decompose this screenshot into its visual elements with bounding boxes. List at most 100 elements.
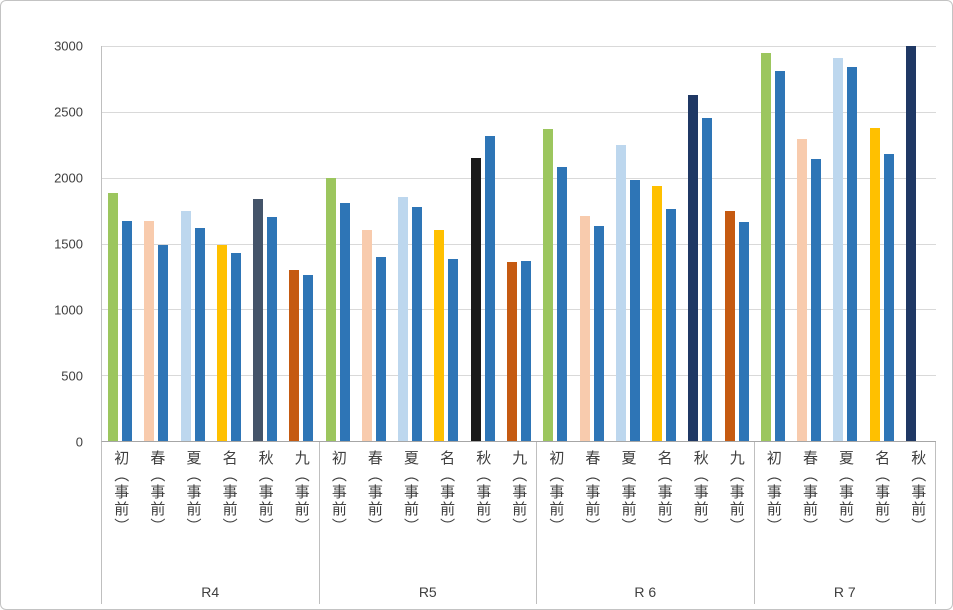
bar-primary <box>579 215 590 441</box>
category-label-row: 初（事前） 春（事前） 夏（事前） 名（事前） 秋（事前） 九（事前） <box>537 442 754 580</box>
bar-primary <box>144 221 155 441</box>
category-label-cell: 春（事前） <box>138 442 174 580</box>
bar-group-r7 <box>755 46 936 441</box>
bar-primary <box>724 210 735 441</box>
category-label: 初（事前） <box>329 450 347 535</box>
group-label: R 7 <box>833 584 856 600</box>
category-label: 名（事前） <box>438 450 456 535</box>
category-label-cell: 九（事前） <box>282 442 318 580</box>
bar-secondary <box>375 256 386 441</box>
y-tick-label: 2000 <box>54 170 83 186</box>
category-label-cell: 春（事前） <box>791 442 827 580</box>
category-label: 秋（事前） <box>256 450 274 535</box>
bar-secondary <box>267 217 278 441</box>
category-label: 春（事前） <box>365 450 383 535</box>
category-label-cell: 夏（事前） <box>827 442 863 580</box>
category-label: 夏（事前） <box>619 450 637 535</box>
category-label: 九（事前） <box>292 450 310 535</box>
bar-primary <box>869 127 880 441</box>
category-label: 九（事前） <box>510 450 528 535</box>
bar-pair <box>900 46 936 441</box>
bar-secondary <box>122 221 133 441</box>
bar-primary <box>507 261 518 441</box>
category-label-cell: 夏（事前） <box>174 442 210 580</box>
bar-secondary <box>557 167 568 441</box>
category-label: 名（事前） <box>655 450 673 535</box>
bar-pair <box>283 46 319 441</box>
bar-group-r6 <box>537 46 755 441</box>
bar-primary <box>289 269 300 441</box>
category-label-cell: 初（事前） <box>320 442 356 580</box>
axis-group-column: 初（事前） 春（事前） 夏（事前） 名（事前） 秋（事前） 九（事前） R5 <box>320 442 538 604</box>
category-label: 名（事前） <box>220 450 238 535</box>
category-label-cell: 春（事前） <box>573 442 609 580</box>
bar-pair <box>247 46 283 441</box>
bar-secondary <box>629 180 640 441</box>
bar-pair <box>827 46 863 441</box>
category-label-row: 初（事前） 春（事前） 夏（事前） 名（事前） 秋（事前） 九（事前） <box>102 442 319 580</box>
y-tick-label: 3000 <box>54 38 83 54</box>
bar-pair <box>610 46 646 441</box>
category-label-cell: 秋（事前） <box>681 442 717 580</box>
category-label: 夏（事前） <box>184 450 202 535</box>
bar-pair <box>211 46 247 441</box>
y-tick-label: 0 <box>75 434 83 450</box>
bar-primary <box>688 94 699 441</box>
bar-primary <box>253 198 264 441</box>
axis-group-column: 初（事前） 春（事前） 夏（事前） 名（事前） 秋（事前） 九（事前） R4 <box>101 442 320 604</box>
x-axis-labels: 初（事前） 春（事前） 夏（事前） 名（事前） 秋（事前） 九（事前） R4 初（事前） 春（事… <box>101 442 936 604</box>
bar-primary <box>652 185 663 441</box>
bar-pair <box>138 46 174 441</box>
bar-pair <box>320 46 356 441</box>
group-label: R4 <box>201 584 220 600</box>
category-label: 秋（事前） <box>909 450 927 535</box>
category-label-cell: 名（事前） <box>863 442 899 580</box>
bar-primary <box>833 57 844 441</box>
category-label-cell: 秋（事前） <box>246 442 282 580</box>
bar-secondary <box>303 275 314 441</box>
bar-primary <box>905 46 916 441</box>
bar-pair <box>863 46 899 441</box>
y-tick-label: 1000 <box>54 302 83 318</box>
category-label: 夏（事前） <box>837 450 855 535</box>
category-label-cell: 初（事前） <box>102 442 138 580</box>
category-label-cell: 初（事前） <box>537 442 573 580</box>
bar-secondary <box>883 153 894 441</box>
category-label: 秋（事前） <box>691 450 709 535</box>
axis-group-column: 初（事前） 春（事前） 夏（事前） 名（事前） 秋（事前） 九（事前） R 6 <box>537 442 755 604</box>
category-label: 名（事前） <box>873 450 891 535</box>
bar-secondary <box>593 226 604 441</box>
gridline <box>102 243 936 245</box>
category-label: 九（事前） <box>727 450 745 535</box>
bar-primary <box>325 177 336 441</box>
bar-secondary <box>412 206 423 441</box>
category-label-cell: 秋（事前） <box>899 442 935 580</box>
category-label: 春（事前） <box>800 450 818 535</box>
bar-secondary <box>230 252 241 441</box>
category-label: 初（事前） <box>764 450 782 535</box>
y-tick-label: 500 <box>61 368 83 384</box>
category-label-cell: 九（事前） <box>500 442 536 580</box>
bar-primary <box>434 230 445 441</box>
category-label: 初（事前） <box>547 450 565 535</box>
bar-secondary <box>666 209 677 441</box>
bar-pair <box>501 46 537 441</box>
bar-secondary <box>811 159 822 441</box>
bar-secondary <box>774 71 785 441</box>
category-label-cell: 秋（事前） <box>464 442 500 580</box>
y-axis-tick-labels: 0 500 1000 1500 2000 2500 3000 <box>1 39 91 450</box>
bar-primary <box>615 144 626 441</box>
bar-secondary <box>339 202 350 441</box>
bar-secondary <box>484 135 495 441</box>
bar-pair <box>646 46 682 441</box>
axis-group-column: 初（事前） 春（事前） 夏（事前） 名（事前） 秋（事前） R 7 <box>755 442 936 604</box>
bar-primary <box>797 139 808 441</box>
gridline <box>102 46 936 47</box>
bar-secondary <box>158 244 169 441</box>
bar-pair <box>392 46 428 441</box>
category-label: 春（事前） <box>148 450 166 535</box>
category-label-cell: 九（事前） <box>718 442 754 580</box>
bar-pair <box>791 46 827 441</box>
gridline <box>102 375 936 377</box>
